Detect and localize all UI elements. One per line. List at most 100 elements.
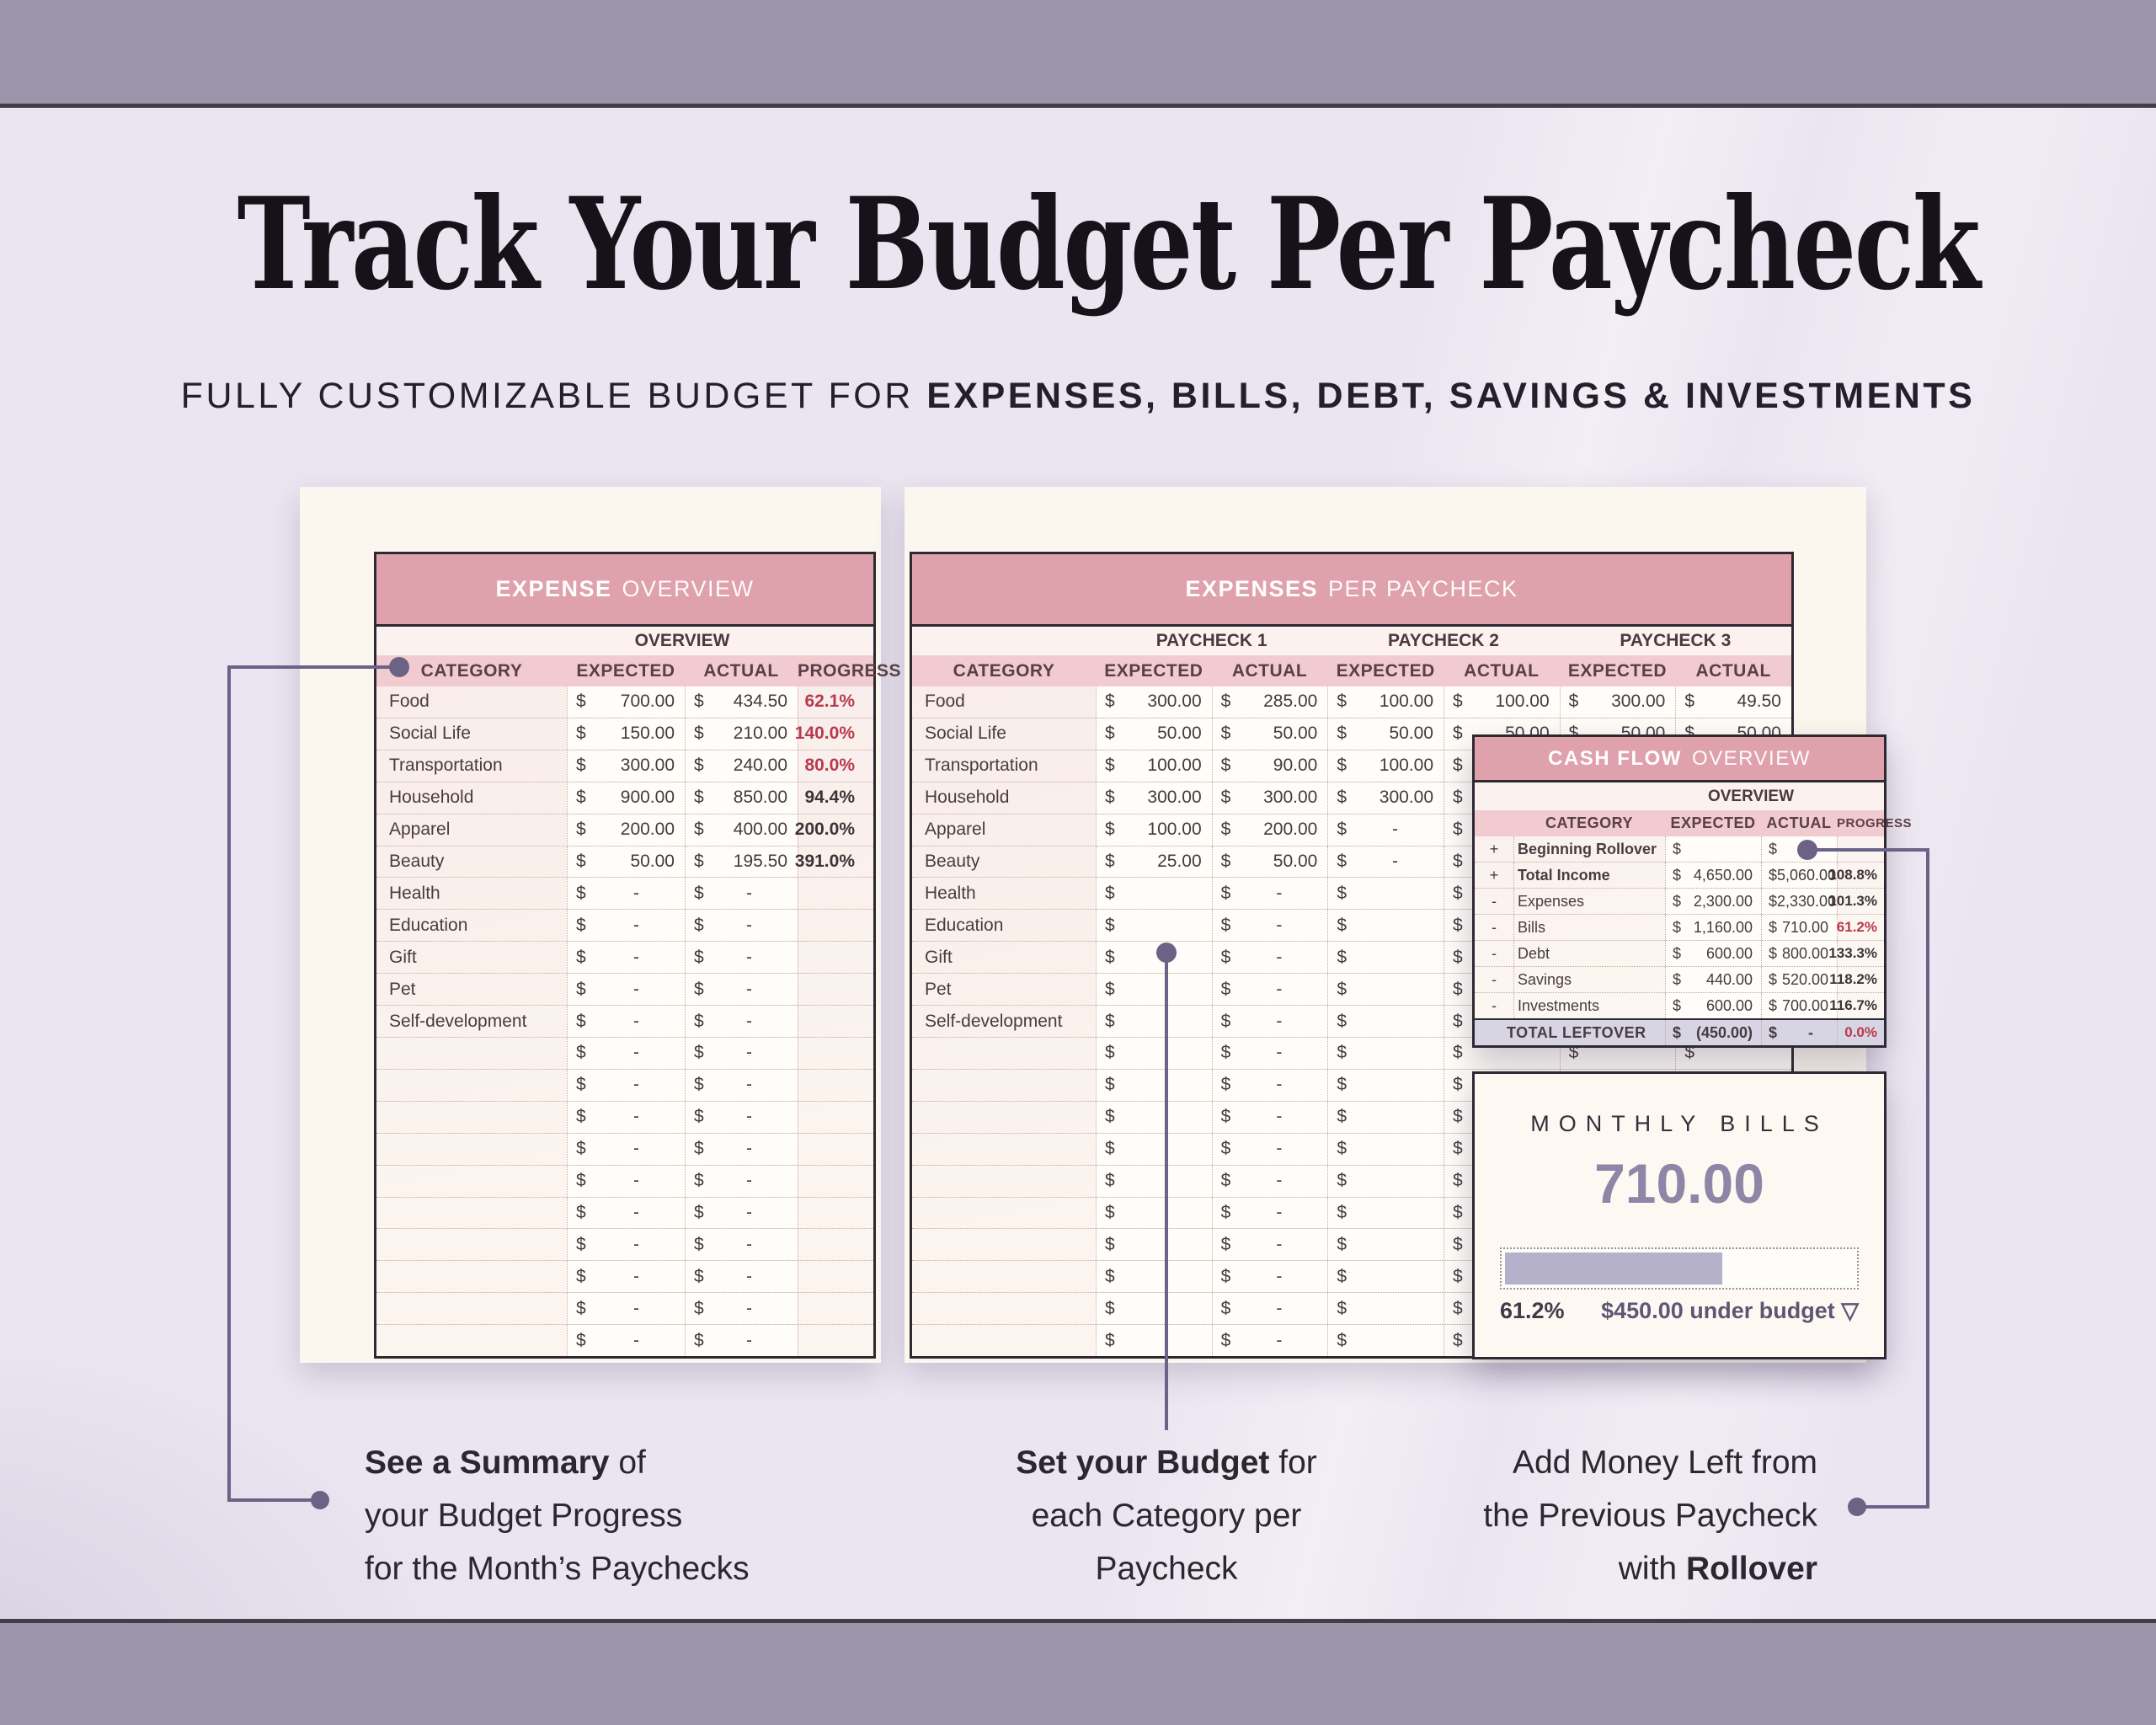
progress-cell [798,1165,873,1197]
table-row: $ - $ - [376,1100,873,1133]
actual-cell: $ - [685,1037,798,1069]
dollar-sign: $ [694,851,704,871]
category-cell: Food [389,692,430,712]
dollar-sign: $ [576,1266,586,1286]
caption-bold: Set your Budget [1016,1445,1270,1481]
dollar-sign: $ [1337,1330,1348,1350]
progress-cell [798,1325,873,1357]
table-row: Food $300.00 $285.00 $100.00 $100.00 $300.00… [912,686,1791,718]
column-category: CATEGORY [1545,814,1633,831]
table-row: + Beginning Rollover $ $ [1475,836,1884,862]
dollar-sign: $ [576,915,586,935]
dollar-sign: $ [576,1298,586,1318]
dollar-sign: $ [1337,1298,1348,1318]
category-cell [376,1229,567,1260]
category-cell: Investments [1513,993,1665,1018]
caption-text: Add Money Left from [1512,1445,1817,1481]
expected-cell-pc1: $100.00 [1096,750,1212,782]
table-row: $ - $ - [376,1292,873,1325]
expected-cell-pc1: $ [1096,1037,1212,1069]
progress-cell: 391.0% [795,846,873,878]
actual-cell: $ - [685,1101,798,1133]
dollar-sign: $ [1673,1023,1682,1041]
dollar-sign: $ [1453,979,1463,999]
paycheck-1-header: PAYCHECK 1 [1155,631,1267,650]
actual-cell: $ - [685,1325,798,1357]
progress-cell [798,942,873,974]
dollar-sign: $ [1337,1202,1348,1222]
expected-cell-pc1: $ [1096,1197,1212,1229]
sign-cell: + [1489,866,1499,884]
expected-cell: $1,160.00 [1665,915,1761,940]
dollar-sign: $ [1453,724,1463,744]
down-triangle-icon: ▽ [1841,1298,1859,1323]
expected-cell: $ - [567,878,685,910]
expected-cell: $ - [567,1229,685,1261]
category-cell [912,1134,1096,1165]
dollar-sign: $ [694,756,704,776]
dollar-sign: $ [576,1202,586,1222]
dollar-sign: $ [1453,1171,1463,1191]
actual-cell-pc1: $ - [1211,942,1328,974]
expected-cell-pc1: $50.00 [1096,718,1212,750]
actual-cell-pc1: $50.00 [1211,846,1328,878]
category-cell: Debt [1513,941,1665,966]
category-cell [912,1261,1096,1292]
caption-bold: See a Summary [365,1445,610,1481]
dollar-sign: $ [1337,851,1348,871]
dollar-sign: $ [576,1330,586,1350]
expected-cell: $440.00 [1665,967,1761,992]
table-row: - Debt $600.00 $800.00 133.3% [1475,940,1884,966]
progress-percent-label: 61.2% [1500,1298,1565,1323]
category-cell: Education [925,915,1004,935]
expected-cell-pc1: $25.00 [1096,846,1212,878]
dollar-sign: $ [1337,979,1348,999]
category-cell: TOTAL LEFTOVER [1507,1023,1646,1041]
dollar-sign: $ [1105,883,1115,903]
actual-cell-pc1: $ - [1211,974,1328,1006]
expected-cell-pc2: $ [1327,1006,1444,1037]
actual-cell: $ - [1761,1020,1837,1045]
category-cell: Expenses [1513,889,1665,914]
caption-rollover: Add Money Left from the Previous Paychec… [1346,1436,1817,1596]
dollar-sign: $ [1337,692,1348,712]
table-row: - Bills $1,160.00 $710.00 61.2% [1475,914,1884,940]
paycheck-3-header: PAYCHECK 3 [1620,631,1732,650]
dollar-sign: $ [694,1171,704,1191]
actual-cell: $850.00 [685,782,798,814]
expenses-per-paycheck-title: EXPENSES PER PAYCHECK [912,554,1791,627]
dollar-sign: $ [1105,756,1115,776]
table-row: $ - $ - [376,1324,873,1357]
column-actual: ACTUAL [1766,814,1832,831]
expected-cell-pc2: $ [1327,1197,1444,1229]
dollar-sign: $ [1220,1171,1231,1191]
category-cell [912,1166,1096,1197]
actual-cell: $800.00 [1761,941,1837,966]
expected-cell-pc1: $ [1096,1325,1212,1357]
actual-cell: $210.00 [685,718,798,750]
actual-cell-pc1: $ - [1211,1037,1328,1069]
expected-cell-pc1: $ [1096,878,1212,910]
progress-cell [798,878,873,910]
column-category: CATEGORY [953,660,1055,681]
dollar-sign: $ [1337,947,1348,967]
dollar-sign: $ [1769,970,1778,988]
actual-cell-pc1: $ - [1211,1006,1328,1037]
table-row: - Expenses $2,300.00 $2,330.00 101.3% [1475,888,1884,914]
progress-cell: 94.4% [798,782,873,814]
dollar-sign: $ [1453,1139,1463,1159]
dollar-sign: $ [1769,1023,1778,1041]
category-cell: Gift [389,947,417,967]
actual-cell-pc1: $ - [1211,1197,1328,1229]
cash-flow-column-header: CATEGORY EXPECTED ACTUAL PROGRESS [1475,810,1912,836]
dollar-sign: $ [694,1139,704,1159]
cash-flow-title: CASH FLOW OVERVIEW [1475,737,1884,782]
dollar-sign: $ [1220,1043,1231,1063]
table-title-bold: EXPENSES [1185,576,1318,601]
actual-cell: $ - [685,1069,798,1101]
column-expected: EXPECTED [1670,814,1756,831]
column-expected-3: EXPECTED [1567,660,1668,681]
dollar-sign: $ [1337,915,1348,935]
actual-cell-pc1: $ - [1211,1293,1328,1325]
